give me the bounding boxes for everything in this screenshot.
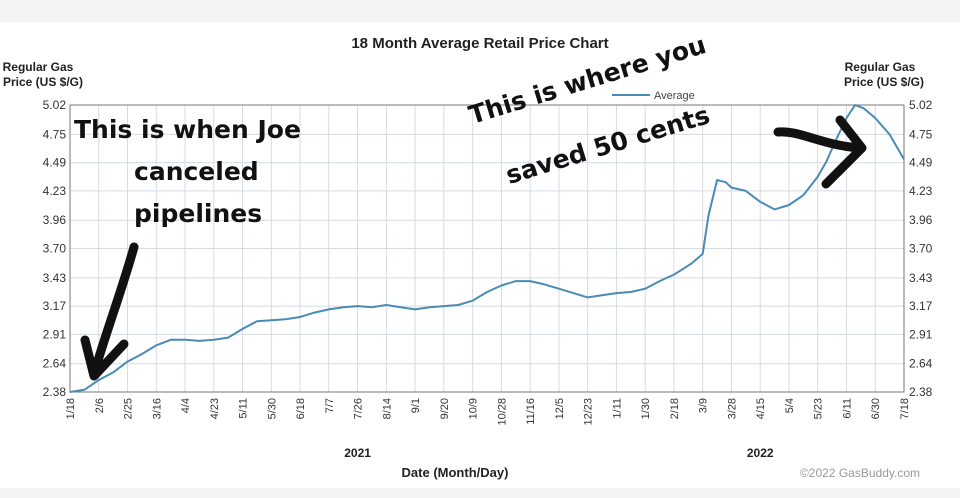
y-tick-left: 3.96	[43, 213, 67, 227]
x-tick-label: 12/23	[583, 398, 595, 426]
y-label-left-line2: Price (US $/G)	[3, 75, 83, 89]
chart-title: 18 Month Average Retail Price Chart	[351, 35, 608, 52]
x-tick-label: 1/11	[611, 398, 623, 419]
x-tick-label: 7/26	[353, 398, 365, 419]
x-tick-label: 8/14	[381, 398, 393, 419]
year-labels: 2021 2022	[344, 446, 774, 460]
x-tick-label: 6/18	[295, 398, 307, 419]
y-axis-ticks: 2.38 2.38 2.64 2.64 2.91 2.91 3.17 3.17 3.43 3.43…	[43, 98, 933, 399]
hand-drawn-arrow-down	[80, 242, 139, 381]
x-tick-label: 2/25	[123, 398, 135, 419]
x-tick-label: 11/16	[525, 398, 537, 425]
x-tick-label: 6/11	[841, 398, 853, 419]
arrow-down-head	[80, 335, 129, 381]
hand-drawn-arrow-right	[773, 115, 867, 189]
x-tick-label: 10/9	[468, 398, 480, 419]
y-tick-right: 2.64	[909, 357, 933, 371]
x-tick-label: 4/23	[209, 398, 221, 419]
x-tick-label: 7/7	[324, 398, 336, 413]
x-tick-label: 4/15	[755, 398, 767, 419]
y-tick-left: 3.17	[43, 299, 67, 313]
x-tick-label: 3/28	[726, 398, 738, 419]
y-tick-left: 3.43	[43, 271, 67, 285]
x-tick-label: 3/9	[698, 398, 710, 413]
y-tick-left: 4.75	[43, 127, 67, 141]
series-line-average	[69, 104, 905, 393]
x-tick-label: 6/30	[870, 398, 882, 419]
x-tick-label: 2/6	[94, 398, 106, 413]
x-tick-label: 9/1	[410, 398, 422, 413]
frame-bottom	[0, 488, 960, 498]
y-tick-left: 4.49	[43, 156, 67, 170]
grid	[69, 104, 905, 393]
y-tick-left: 2.91	[43, 327, 67, 341]
watermark: ©2022 GasBuddy.com	[800, 466, 920, 480]
x-axis-label: Date (Month/Day)	[402, 465, 509, 480]
arrow-right-shaft	[773, 127, 865, 153]
y-tick-right: 4.75	[909, 127, 933, 141]
x-tick-label: 2/18	[669, 398, 681, 419]
y-tick-right: 5.02	[909, 98, 933, 112]
x-tick-label: 4/4	[180, 398, 192, 413]
x-axis-ticks: 1/18 2/6 2/25 3/16 4/4 4/23 5/11 5/30 6/18 7/7 7/2…	[65, 398, 911, 426]
x-tick-label: 5/30	[266, 398, 278, 419]
x-tick-label: 1/30	[640, 398, 652, 419]
arrow-down-shaft	[89, 242, 139, 379]
y-tick-right: 2.38	[909, 385, 933, 399]
y-tick-left: 3.70	[43, 242, 67, 256]
y-label-right-line1: Regular Gas	[845, 60, 916, 74]
y-tick-left: 2.64	[43, 357, 67, 371]
frame-top	[0, 0, 960, 22]
y-tick-left: 5.02	[43, 98, 67, 112]
y-tick-right: 2.91	[909, 327, 933, 341]
y-tick-right: 3.70	[909, 242, 933, 256]
x-tick-label: 5/4	[784, 398, 796, 413]
year-label: 2022	[747, 446, 774, 460]
x-tick-label: 12/5	[554, 398, 566, 419]
x-tick-label: 1/18	[65, 398, 77, 419]
x-tick-label: 7/18	[899, 398, 911, 419]
annotation-joe-line2: canceled	[134, 157, 259, 186]
arrow-right-head	[821, 115, 867, 189]
y-tick-right: 4.49	[909, 156, 933, 170]
y-label-left-line1: Regular Gas	[3, 60, 74, 74]
y-tick-right: 3.96	[909, 213, 933, 227]
annotation-joe-line1: This is when Joe	[74, 115, 301, 144]
x-tick-label: 5/23	[813, 398, 825, 419]
x-tick-label: 5/11	[238, 398, 250, 419]
x-tick-label: 9/20	[439, 398, 451, 419]
x-tick-label: 10/28	[496, 398, 508, 426]
legend: Average	[612, 90, 695, 102]
y-label-right-line2: Price (US $/G)	[844, 75, 924, 89]
annotation-joe-line3: pipelines	[134, 199, 263, 228]
y-tick-left: 2.38	[43, 385, 67, 399]
plot-area-border	[69, 104, 905, 393]
y-tick-right: 3.17	[909, 299, 933, 313]
year-label: 2021	[344, 446, 371, 460]
x-tick-label: 3/16	[151, 398, 163, 419]
legend-label: Average	[654, 90, 695, 102]
y-tick-right: 3.43	[909, 271, 933, 285]
y-tick-left: 4.23	[43, 184, 67, 198]
y-tick-right: 4.23	[909, 184, 933, 198]
